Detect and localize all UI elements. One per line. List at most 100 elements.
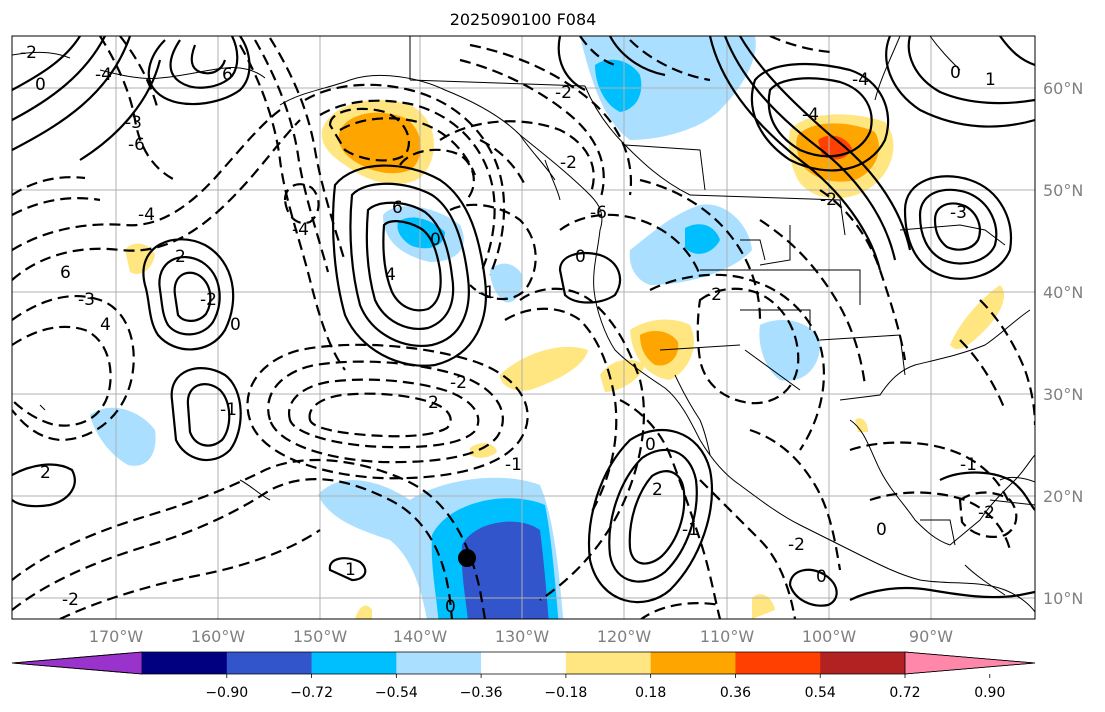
contour-label: -1 xyxy=(960,455,977,475)
contour-label: -3 xyxy=(950,203,967,223)
colorbar-segment xyxy=(565,652,652,674)
colorbar-tick-label: 0.54 xyxy=(805,685,836,701)
colorbar-segment xyxy=(650,652,736,674)
contour-label: 4 xyxy=(385,265,396,285)
contour-label: 0 xyxy=(816,567,827,587)
contour-lines xyxy=(12,36,1035,619)
contour-label: -4 xyxy=(852,70,869,90)
positive-anomaly-region xyxy=(855,418,868,432)
negative-anomaly-region xyxy=(595,59,642,112)
contour-label: 1 xyxy=(985,70,996,90)
lon-label: 110°W xyxy=(700,627,755,646)
contour-label: -2 xyxy=(978,503,995,523)
lat-label: 20°N xyxy=(1043,487,1083,506)
contour-label: -2 xyxy=(788,535,805,555)
contour-label: -3 xyxy=(78,290,95,310)
contour-label: -2 xyxy=(200,290,217,310)
lon-label: 150°W xyxy=(293,627,348,646)
contour-label: 0 xyxy=(645,435,656,455)
lat-label: 10°N xyxy=(1043,589,1083,608)
lon-label: 140°W xyxy=(393,627,448,646)
contour-label: -2 xyxy=(20,43,37,63)
solid-contours xyxy=(12,36,1035,607)
negative-anomaly-region xyxy=(685,224,720,254)
contour-label: -1 xyxy=(220,400,237,420)
contour-label: 0 xyxy=(35,75,46,95)
contour-label: 2 xyxy=(40,463,51,483)
contour-label: -1 xyxy=(505,455,522,475)
colorbar-tick-label: 0.18 xyxy=(635,685,666,701)
contour-label: 2 xyxy=(428,393,439,413)
contour-label: -4 xyxy=(802,105,819,125)
positive-anomaly-region xyxy=(355,605,372,619)
colorbar-segment xyxy=(735,652,821,674)
colorbar-outline xyxy=(11,651,1036,675)
storm-position-marker xyxy=(458,549,476,567)
contour-label: 0 xyxy=(575,247,586,267)
contour-label: -4 xyxy=(138,205,155,225)
contour-label: -2 xyxy=(705,285,722,305)
contour-label: -1 xyxy=(478,283,495,303)
contour-value-labels: 0 -2 -4 6 -3 -6 0 2 -2 -1 -4 6 -3 4 2 -2… xyxy=(20,43,996,617)
lon-label: 100°W xyxy=(802,627,857,646)
shaded-anomaly-regions xyxy=(90,36,1005,619)
colorbar-segment xyxy=(311,652,397,674)
lon-label: 120°W xyxy=(597,627,652,646)
map-frame xyxy=(11,35,1036,620)
lat-label: 50°N xyxy=(1043,181,1083,200)
lon-label: 90°W xyxy=(909,627,953,646)
positive-anomaly-region xyxy=(470,443,497,458)
contour-label: -2 xyxy=(820,190,837,210)
map-panel: 0 -2 -4 6 -3 -6 0 2 -2 -1 -4 6 -3 4 2 -2… xyxy=(12,36,1035,619)
contour-label: 4 xyxy=(100,315,111,335)
lat-label: 30°N xyxy=(1043,385,1083,404)
contour-label: -2 xyxy=(560,153,577,173)
figure-title: 2025090100 F084 xyxy=(450,10,597,29)
colorbar-segment xyxy=(226,652,313,674)
lat-label: 40°N xyxy=(1043,283,1083,302)
colorbar-over-extension xyxy=(904,651,1036,675)
positive-anomaly-region xyxy=(752,594,775,619)
colorbar-tick-label: −0.90 xyxy=(205,685,248,701)
colorbar-segment xyxy=(481,652,567,674)
latitude-labels: 60°N 50°N 40°N 30°N 20°N 10°N xyxy=(1043,79,1083,608)
negative-anomaly-region xyxy=(759,320,821,381)
contour-label: 0 xyxy=(230,315,241,335)
contour-label: 0 xyxy=(430,230,441,250)
colorbar-segment xyxy=(142,652,228,674)
colorbar-tick-label: 0.36 xyxy=(720,685,751,701)
contour-label: -3 xyxy=(125,113,142,133)
contour-label: 6 xyxy=(60,263,71,283)
contour-label: -2 xyxy=(62,590,79,610)
negative-anomaly-region xyxy=(490,263,523,303)
contour-label: -4 xyxy=(292,220,309,240)
colorbar-segment xyxy=(820,652,906,674)
colorbar-segment xyxy=(396,652,482,674)
negative-anomaly-region xyxy=(397,217,445,249)
colorbar: −0.90 −0.72 −0.54 −0.36 −0.18 0.18 0.36 0.54 0.7… xyxy=(11,651,1036,701)
colorbar-tick-label: −0.36 xyxy=(460,685,503,701)
colorbar-tick-label: 0.72 xyxy=(889,685,920,701)
contour-label: -2 xyxy=(555,83,572,103)
lon-label: 160°W xyxy=(191,627,246,646)
contour-label: -1 xyxy=(682,520,699,540)
contour-label: -2 xyxy=(450,373,467,393)
contour-label: 6 xyxy=(392,198,403,218)
positive-anomaly-region xyxy=(950,285,1005,350)
contour-label: 0 xyxy=(445,597,456,617)
negative-anomaly-region xyxy=(90,407,156,466)
lat-label: 60°N xyxy=(1043,79,1083,98)
lon-label: 170°W xyxy=(89,627,144,646)
colorbar-tick-label: 0.90 xyxy=(974,685,1005,701)
contour-label: 0 xyxy=(950,63,961,83)
longitude-labels: 170°W 160°W 150°W 140°W 130°W 120°W 110°… xyxy=(89,627,953,646)
dashed-contours xyxy=(12,36,1035,619)
negative-anomaly-region xyxy=(461,521,549,619)
lon-label: 130°W xyxy=(495,627,550,646)
contour-label: -6 xyxy=(590,203,607,223)
contour-label: 2 xyxy=(652,480,663,500)
positive-anomaly-region xyxy=(640,330,679,366)
colorbar-under-extension xyxy=(11,651,143,675)
contour-label: -6 xyxy=(128,135,145,155)
